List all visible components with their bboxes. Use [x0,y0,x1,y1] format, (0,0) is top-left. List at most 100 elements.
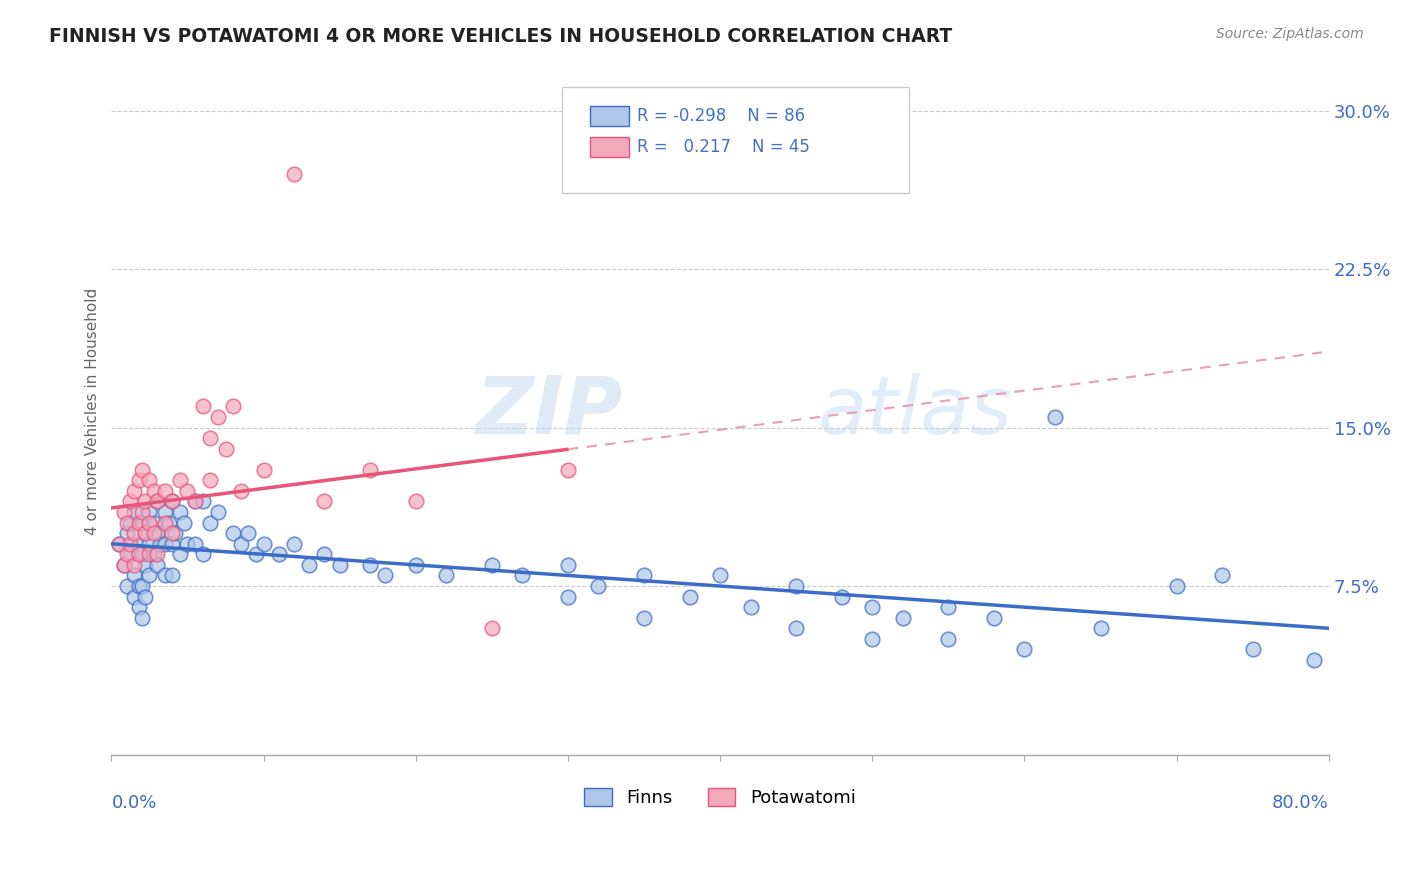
Point [434,568,457,582]
Point [557,590,579,604]
Point [143,516,166,530]
Point [314,494,336,508]
Point [162,494,184,508]
Point [118,494,141,508]
Point [267,547,290,561]
Point [173,516,195,530]
Point [157,516,180,530]
Point [207,505,229,519]
Point [229,483,252,498]
FancyBboxPatch shape [562,87,908,194]
Point [405,558,427,572]
Point [153,568,176,582]
Point [860,600,883,615]
Point [134,590,156,604]
Point [122,483,145,498]
Point [557,558,579,572]
Point [134,526,156,541]
Point [184,537,207,551]
Point [138,547,160,561]
Point [118,547,141,561]
Point [359,558,381,572]
Point [1043,409,1066,424]
Point [374,568,396,582]
Point [222,526,245,541]
Point [115,579,138,593]
Point [169,547,191,561]
Text: 0.0%: 0.0% [111,794,157,812]
Point [165,526,187,541]
Legend: Finns, Potawatomi: Finns, Potawatomi [578,780,863,814]
Point [162,494,184,508]
Point [245,547,267,561]
Point [146,494,169,508]
Point [138,568,160,582]
Point [162,537,184,551]
Point [936,632,959,646]
Point [191,547,214,561]
FancyBboxPatch shape [591,137,628,157]
Point [169,505,191,519]
Point [1090,621,1112,635]
Point [131,505,153,519]
Point [134,494,156,508]
Point [162,568,184,582]
Point [146,547,169,561]
Text: ZIP: ZIP [475,373,623,450]
Point [1302,653,1324,667]
Point [176,537,198,551]
Point [184,494,207,508]
Point [153,516,176,530]
Point [162,526,184,541]
Point [131,516,153,530]
Point [112,558,135,572]
Point [633,610,655,624]
Point [1211,568,1233,582]
Point [481,558,503,572]
Point [238,526,260,541]
Point [131,579,153,593]
Point [128,579,150,593]
Point [143,526,166,541]
Point [128,516,150,530]
Point [169,474,191,488]
Point [146,558,169,572]
Point [143,483,166,498]
Point [557,463,579,477]
Point [131,547,153,561]
Point [252,463,274,477]
Point [588,579,610,593]
Point [740,600,762,615]
Point [138,537,160,551]
Point [785,621,807,635]
Point [138,505,160,519]
Point [709,568,731,582]
Point [128,474,150,488]
Text: 80.0%: 80.0% [1272,794,1329,812]
Point [146,526,169,541]
Point [118,516,141,530]
Point [128,537,150,551]
Point [1014,642,1036,657]
Point [122,505,145,519]
Point [200,474,222,488]
Point [283,167,305,181]
Point [891,610,914,624]
Point [108,537,131,551]
Point [128,547,150,561]
Text: atlas: atlas [817,373,1012,450]
Point [860,632,883,646]
Point [936,600,959,615]
Point [138,474,160,488]
Point [983,610,1005,624]
Point [214,442,236,456]
Point [122,558,145,572]
Point [115,547,138,561]
Point [510,568,533,582]
Point [298,558,321,572]
Text: R = -0.298    N = 86: R = -0.298 N = 86 [637,107,806,125]
Point [118,537,141,551]
Point [153,483,176,498]
Point [153,537,176,551]
Point [143,547,166,561]
